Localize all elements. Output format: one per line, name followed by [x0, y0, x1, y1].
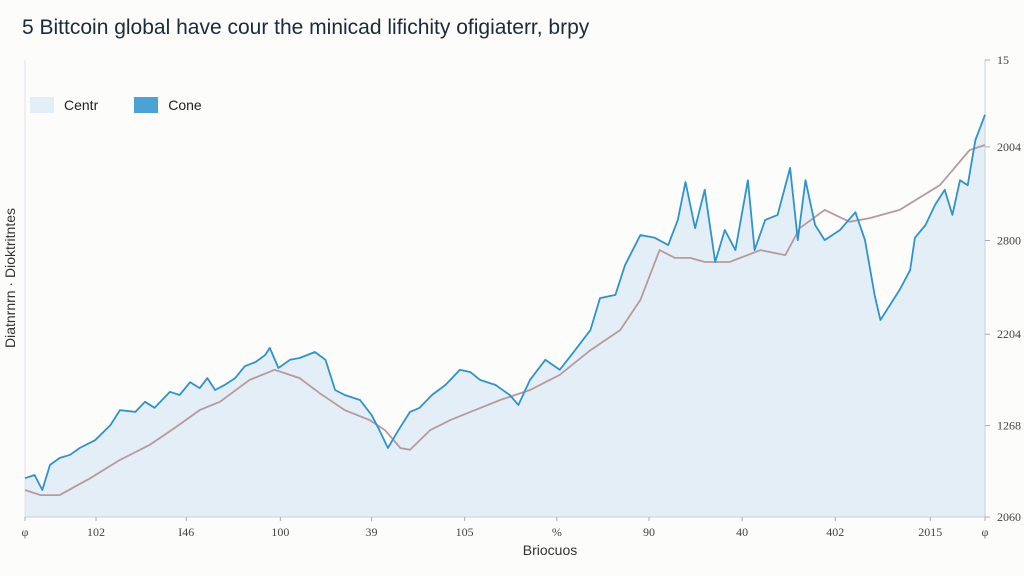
series-line-cone — [24, 114, 986, 491]
series-line-centr — [24, 144, 986, 497]
y-tick-label: 2204 — [997, 327, 1021, 341]
x-tick-label: 39 — [366, 525, 378, 539]
x-tick-label: 105 — [456, 525, 474, 539]
area-fill-cone — [25, 114, 985, 518]
y-tick-label: 15 — [997, 53, 1009, 67]
legend-swatch-cone — [134, 97, 159, 113]
x-tick-label: 40 — [736, 525, 748, 539]
x-tick-label: 90 — [643, 525, 655, 539]
x-axis-label: Briocuos — [522, 542, 578, 558]
x-tick-label: φ — [22, 525, 29, 539]
x-tick-label: 102 — [87, 525, 105, 539]
x-tick-label: I46 — [178, 525, 194, 539]
legend-swatch-centr — [30, 97, 54, 113]
y-axis-label: Diatnrnrn · Dioktritntes — [2, 207, 18, 349]
x-tick-label: φ — [982, 525, 989, 539]
legend-label-cone: Cone — [168, 97, 202, 113]
y-tick-label: 2004 — [997, 140, 1021, 154]
legend-item-centr: Centr — [30, 97, 98, 113]
y-tick-label: 1268 — [997, 419, 1021, 433]
x-tick-label: 2015 — [918, 525, 942, 539]
legend-item-cone: Cone — [134, 97, 202, 113]
legend: Centr Cone — [30, 97, 202, 113]
x-tick-label: 100 — [271, 525, 289, 539]
x-tick-label: 402 — [826, 525, 844, 539]
chart-title: 5 Bittcoin global have cour the minicad … — [22, 16, 590, 39]
y-tick-label: 2800 — [997, 234, 1021, 248]
legend-label-centr: Centr — [64, 97, 99, 113]
y-tick-label: 2060 — [997, 510, 1021, 524]
x-tick-label: % — [552, 525, 562, 539]
